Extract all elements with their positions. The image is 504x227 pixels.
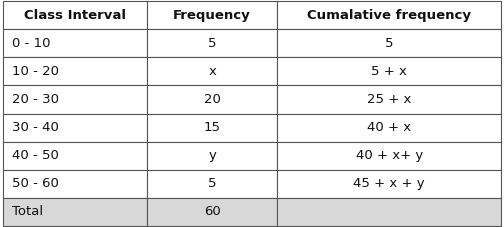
Text: 5: 5 <box>208 177 216 190</box>
Text: 25 + x: 25 + x <box>367 93 411 106</box>
Bar <box>147 57 277 85</box>
Bar <box>147 198 277 226</box>
Bar <box>3 142 147 170</box>
Text: 30 - 40: 30 - 40 <box>12 121 58 134</box>
Bar <box>277 1 501 29</box>
Text: 10 - 20: 10 - 20 <box>12 65 58 78</box>
Bar <box>147 114 277 142</box>
Text: Total: Total <box>12 205 43 218</box>
Bar <box>147 170 277 198</box>
Text: 20 - 30: 20 - 30 <box>12 93 58 106</box>
Bar <box>3 57 147 85</box>
Text: Class Interval: Class Interval <box>24 9 126 22</box>
Bar <box>147 29 277 57</box>
Bar <box>3 170 147 198</box>
Bar <box>147 85 277 114</box>
Bar <box>277 198 501 226</box>
Bar <box>277 29 501 57</box>
Bar <box>3 1 147 29</box>
Text: 20: 20 <box>204 93 221 106</box>
Bar <box>3 85 147 114</box>
Text: y: y <box>208 149 216 162</box>
Text: x: x <box>208 65 216 78</box>
Bar <box>277 57 501 85</box>
Text: Frequency: Frequency <box>173 9 251 22</box>
Text: Cumalative frequency: Cumalative frequency <box>307 9 471 22</box>
Bar <box>277 114 501 142</box>
Text: 5: 5 <box>385 37 394 50</box>
Text: 40 + x+ y: 40 + x+ y <box>356 149 423 162</box>
Bar <box>3 198 147 226</box>
Text: 5 + x: 5 + x <box>371 65 407 78</box>
Bar <box>277 85 501 114</box>
Bar <box>277 170 501 198</box>
Text: 0 - 10: 0 - 10 <box>12 37 50 50</box>
Bar <box>277 142 501 170</box>
Text: 40 - 50: 40 - 50 <box>12 149 58 162</box>
Text: 60: 60 <box>204 205 220 218</box>
Bar <box>147 1 277 29</box>
Bar <box>3 114 147 142</box>
Text: 50 - 60: 50 - 60 <box>12 177 58 190</box>
Text: 5: 5 <box>208 37 216 50</box>
Text: 45 + x + y: 45 + x + y <box>353 177 425 190</box>
Bar <box>3 29 147 57</box>
Text: 40 + x: 40 + x <box>367 121 411 134</box>
Text: 15: 15 <box>204 121 221 134</box>
Bar <box>147 142 277 170</box>
